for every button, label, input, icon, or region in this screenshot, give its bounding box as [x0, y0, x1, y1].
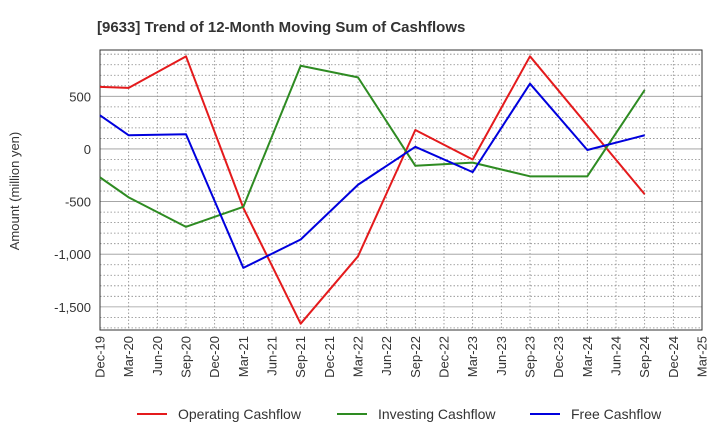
x-tick-label: Sep-24	[637, 336, 652, 378]
x-tick-label: Dec-20	[207, 336, 222, 378]
x-tick-label: Mar-20	[121, 336, 136, 377]
plot-border	[99, 49, 703, 331]
x-tick-label: Mar-21	[236, 336, 251, 377]
series-line-free-cashflow	[99, 82, 645, 269]
legend: Operating Cashflow Investing Cashflow Free…	[137, 406, 662, 422]
legend-label: Investing Cashflow	[378, 406, 496, 422]
y-tick-label: 0	[84, 142, 91, 157]
series-line-investing-cashflow	[99, 64, 646, 228]
x-tick-label: Mar-25	[695, 336, 710, 377]
x-tick-label: Dec-19	[93, 336, 108, 378]
x-tick-label: Sep-21	[293, 336, 308, 378]
legend-label: Operating Cashflow	[178, 406, 302, 422]
x-tick-label: Sep-22	[408, 336, 423, 378]
y-tick-label: -500	[65, 195, 91, 210]
series-line-operating-cashflow	[99, 55, 646, 325]
y-tick-label: -1,500	[54, 300, 91, 315]
x-tick-label: Jun-20	[150, 336, 165, 376]
x-tick-label: Jun-21	[265, 336, 280, 376]
x-tick-label: Dec-22	[437, 336, 452, 378]
x-tick-label: Jun-24	[609, 336, 624, 376]
x-tick-label: Jun-23	[494, 336, 509, 376]
x-tick-label: Mar-22	[351, 336, 366, 377]
y-tick-label: 500	[69, 89, 91, 104]
x-tick-label: Dec-24	[666, 336, 681, 378]
x-tick-label: Dec-23	[551, 336, 566, 378]
x-tick-label: Mar-24	[580, 336, 595, 377]
x-tick-label: Sep-23	[523, 336, 538, 378]
x-tick-label: Dec-21	[322, 336, 337, 378]
x-tick-label: Sep-20	[179, 336, 194, 378]
legend-label: Free Cashflow	[571, 406, 662, 422]
x-tick-label: Mar-23	[465, 336, 480, 377]
x-tick-label: Jun-22	[379, 336, 394, 376]
y-axis-label: Amount (million yen)	[7, 132, 22, 251]
chart-title: [9633] Trend of 12-Month Moving Sum of C…	[97, 19, 465, 36]
plot-background	[100, 50, 702, 330]
y-tick-label: -1,000	[54, 247, 91, 262]
plot-area: 500 0 -500 -1,000 -1,500 Dec-19 Mar-20 Jun-20 Se…	[54, 49, 710, 378]
